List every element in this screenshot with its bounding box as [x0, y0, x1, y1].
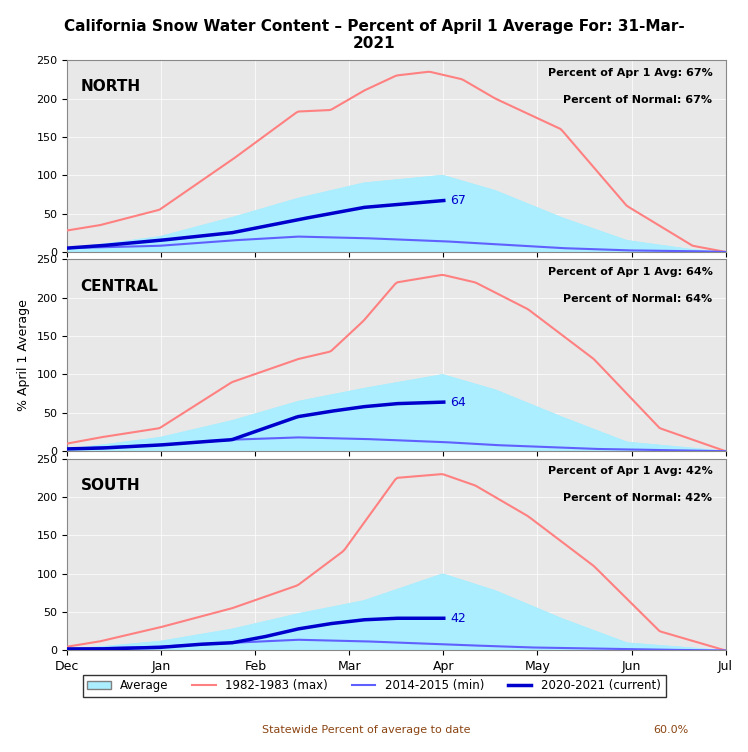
Text: 60.0%: 60.0%	[653, 726, 688, 735]
Text: CENTRAL: CENTRAL	[81, 278, 159, 293]
Text: 64: 64	[450, 396, 466, 408]
Y-axis label: % April 1 Average: % April 1 Average	[16, 299, 29, 411]
Text: Percent of Apr 1 Avg: 42%: Percent of Apr 1 Avg: 42%	[548, 466, 712, 476]
Text: California Snow Water Content – Percent of April 1 Average For: 31-Mar-
2021: California Snow Water Content – Percent …	[64, 19, 684, 51]
Text: Statewide Percent of average to date: Statewide Percent of average to date	[262, 726, 470, 735]
Text: NORTH: NORTH	[81, 80, 141, 94]
Text: Percent of Apr 1 Avg: 64%: Percent of Apr 1 Avg: 64%	[548, 267, 712, 277]
Text: SOUTH: SOUTH	[81, 478, 140, 493]
Text: Percent of Normal: 64%: Percent of Normal: 64%	[563, 294, 712, 304]
Text: 67: 67	[450, 194, 466, 207]
Text: Percent of Normal: 42%: Percent of Normal: 42%	[563, 493, 712, 503]
Legend: Average, 1982-1983 (max), 2014-2015 (min), 2020-2021 (current): Average, 1982-1983 (max), 2014-2015 (min…	[82, 675, 666, 697]
Text: Percent of Normal: 67%: Percent of Normal: 67%	[563, 95, 712, 105]
Text: 42: 42	[450, 612, 466, 625]
Text: Percent of Apr 1 Avg: 67%: Percent of Apr 1 Avg: 67%	[548, 68, 712, 77]
